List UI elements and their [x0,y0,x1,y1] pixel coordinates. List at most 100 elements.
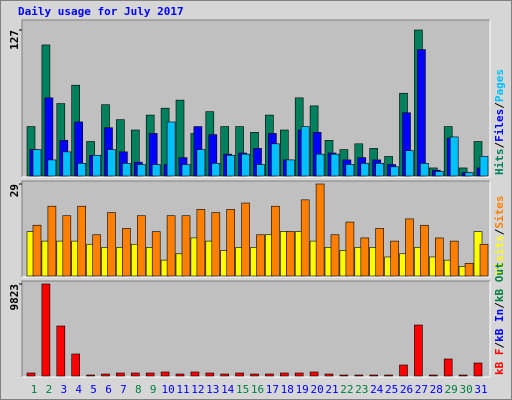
bar [360,237,370,277]
bar [285,231,295,277]
bar [420,224,429,277]
bar [300,199,310,277]
bar [196,209,206,277]
legend-entry: Hits [493,149,506,176]
bar [41,283,51,377]
bar [181,215,191,277]
bar [271,205,280,277]
bar [107,212,116,277]
bar [62,151,72,177]
bar [62,215,72,277]
bar [220,373,229,377]
x-tick-label: 2 [46,383,53,396]
bar [458,374,468,377]
bar [235,372,244,377]
bar [279,372,289,377]
bar [449,136,459,177]
legend: Hits/Files/Pages [493,69,506,175]
bar [315,153,325,177]
x-tick-label: 5 [90,383,97,396]
x-tick-label: 10 [161,383,174,396]
bar [166,215,176,277]
bar [315,183,325,277]
bar [56,325,66,377]
x-tick-label: 25 [385,383,398,396]
bar [205,372,215,377]
bar [32,149,42,177]
bar [92,234,101,277]
bar [345,164,355,177]
bar [166,121,176,177]
x-tick-label: 12 [191,383,204,396]
x-tick-label: 14 [221,383,235,396]
bar [428,374,438,377]
bar [211,212,221,277]
panel-bevel-light [22,20,491,178]
legend: Visits/Sites [493,196,506,276]
legend-separator: / [493,102,506,109]
panel-bevel-dark [21,180,490,277]
legend-separator: / [493,342,506,349]
bar [330,234,340,277]
bar [145,372,155,377]
bar [181,164,191,177]
x-tick-label: 30 [459,383,472,396]
bar [32,224,42,277]
bar [417,49,426,177]
bar [399,364,408,377]
bar [309,371,319,377]
bar [449,240,459,277]
legend: kB F/kB In/kB Out [493,262,506,375]
bar [122,228,131,277]
y-tick-label: 127 [8,30,21,50]
x-tick-label: 24 [370,383,384,396]
x-tick-label: 27 [415,383,428,396]
x-tick-label: 3 [60,383,67,396]
legend-entry: Visits [493,235,506,275]
x-tick-label: 18 [281,383,294,396]
panel-bevel-dark [21,280,490,377]
bar [137,215,146,277]
x-tick-label: 26 [400,383,413,396]
bar [77,163,86,177]
x-tick-label: 4 [75,383,82,396]
x-tick-label: 29 [445,383,458,396]
chart-title: Daily usage for July 2017 [18,5,184,18]
legend-entry: Files [493,109,506,142]
bar [211,163,221,177]
x-tick-label: 31 [474,383,487,396]
bar [190,371,200,377]
bar [294,372,304,377]
legend-entry: Pages [493,69,506,102]
y-tick-label: 29 [8,184,21,197]
bar [330,153,340,177]
y-tick-label: 9823 [8,284,21,311]
x-tick-label: 22 [340,383,353,396]
x-tick-label: 6 [105,383,112,396]
panel-bevel-light [22,181,491,278]
x-tick-label: 19 [296,383,309,396]
bar [265,373,274,377]
bar [175,373,185,377]
bar [256,164,265,177]
bar [226,155,235,177]
bar [405,150,414,177]
bar [354,374,364,377]
bar [479,156,489,177]
bar [122,163,131,177]
panel-bevel-light [22,281,491,378]
bar [101,373,110,377]
bar [116,372,125,377]
panel-bevel-dark [21,19,490,177]
x-tick-label: 23 [355,383,368,396]
bar [131,372,140,377]
x-tick-label: 17 [266,383,279,396]
x-tick-label: 20 [310,383,323,396]
bar [405,218,414,277]
bar [250,373,259,377]
bar [26,372,36,377]
bar [479,243,489,277]
legend-entry: kB F [493,349,506,376]
bar [92,155,101,177]
bar [196,149,206,177]
